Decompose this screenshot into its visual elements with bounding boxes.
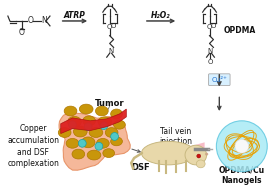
Ellipse shape: [72, 149, 85, 159]
Circle shape: [84, 123, 92, 131]
Ellipse shape: [97, 138, 109, 148]
Ellipse shape: [66, 138, 79, 148]
Polygon shape: [61, 109, 126, 133]
Ellipse shape: [205, 153, 208, 155]
Text: H₂O₂: H₂O₂: [151, 11, 171, 20]
Text: Tail vein
injection: Tail vein injection: [159, 127, 192, 146]
FancyBboxPatch shape: [209, 74, 230, 86]
Text: Tumor: Tumor: [95, 99, 125, 108]
Ellipse shape: [98, 117, 112, 127]
Ellipse shape: [87, 150, 101, 160]
Text: O: O: [208, 59, 213, 65]
Circle shape: [69, 121, 76, 129]
Text: DSF: DSF: [132, 163, 150, 172]
Text: OPDMA: OPDMA: [223, 26, 255, 35]
Ellipse shape: [103, 149, 115, 157]
Ellipse shape: [185, 145, 206, 165]
Text: Cu²⁺: Cu²⁺: [211, 77, 227, 83]
Ellipse shape: [83, 116, 95, 126]
Text: O: O: [19, 28, 24, 37]
Text: O: O: [27, 16, 33, 26]
Ellipse shape: [81, 137, 95, 148]
Text: O: O: [211, 23, 216, 29]
Circle shape: [111, 132, 119, 140]
Ellipse shape: [111, 109, 122, 119]
Ellipse shape: [67, 116, 81, 127]
Text: O: O: [111, 23, 116, 29]
Circle shape: [100, 122, 108, 130]
Ellipse shape: [58, 128, 71, 137]
Circle shape: [78, 139, 86, 147]
Text: OPDMA/Cu
Nanogels: OPDMA/Cu Nanogels: [219, 166, 265, 185]
Ellipse shape: [114, 120, 125, 129]
Text: N: N: [41, 16, 47, 26]
Ellipse shape: [73, 126, 87, 137]
Polygon shape: [59, 113, 130, 170]
Ellipse shape: [196, 160, 205, 168]
Ellipse shape: [216, 121, 267, 172]
Text: Copper
accumulation
and DSF
complexation: Copper accumulation and DSF complexation: [7, 124, 59, 168]
Ellipse shape: [89, 128, 103, 137]
Text: N: N: [208, 48, 213, 54]
Text: N: N: [108, 48, 113, 54]
Ellipse shape: [235, 139, 249, 153]
Ellipse shape: [79, 104, 93, 114]
Ellipse shape: [95, 106, 108, 116]
Circle shape: [95, 142, 103, 150]
Text: O: O: [207, 24, 212, 30]
Ellipse shape: [141, 141, 195, 165]
Text: ATRP: ATRP: [64, 11, 86, 20]
Polygon shape: [183, 142, 205, 156]
Text: O: O: [107, 24, 112, 30]
Circle shape: [197, 154, 201, 158]
Ellipse shape: [64, 106, 77, 116]
Ellipse shape: [111, 137, 122, 146]
Ellipse shape: [105, 128, 118, 137]
